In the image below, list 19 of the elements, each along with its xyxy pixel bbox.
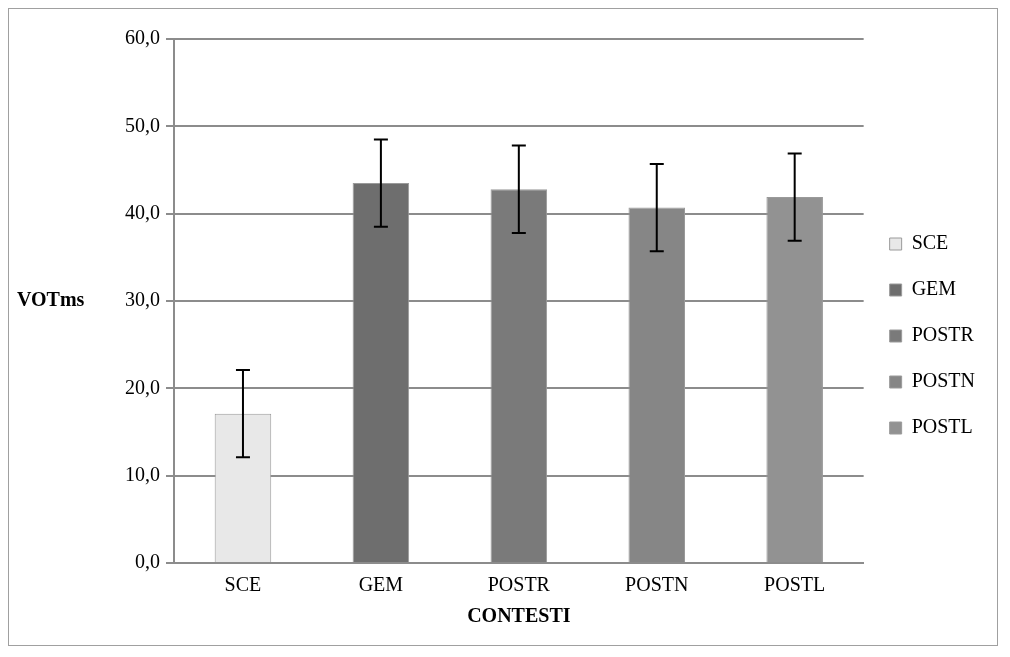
- y-tick-label: 20,0: [125, 375, 160, 398]
- y-tick-label: 30,0: [125, 288, 160, 311]
- y-tick-label: 50,0: [125, 113, 160, 136]
- legend-label: POSTL: [911, 415, 973, 438]
- y-tick-label: 40,0: [125, 200, 160, 223]
- legend-label: POSTN: [911, 369, 976, 392]
- x-tick-label: POSTL: [764, 573, 826, 596]
- x-tick-label: SCE: [224, 573, 262, 596]
- y-tick-label: 60,0: [125, 26, 160, 49]
- legend-label: SCE: [911, 231, 949, 254]
- x-tick-label: POSTN: [625, 573, 689, 596]
- x-tick-label: POSTR: [487, 573, 551, 596]
- y-tick-label: 10,0: [125, 462, 160, 485]
- x-axis-title: CONTESTI: [467, 604, 571, 627]
- legend-label: GEM: [911, 277, 957, 300]
- legend-label: POSTR: [911, 323, 975, 346]
- y-axis-title: VOTms: [17, 288, 85, 311]
- y-tick-label: 0,0: [135, 550, 160, 573]
- x-tick-label: GEM: [358, 573, 404, 596]
